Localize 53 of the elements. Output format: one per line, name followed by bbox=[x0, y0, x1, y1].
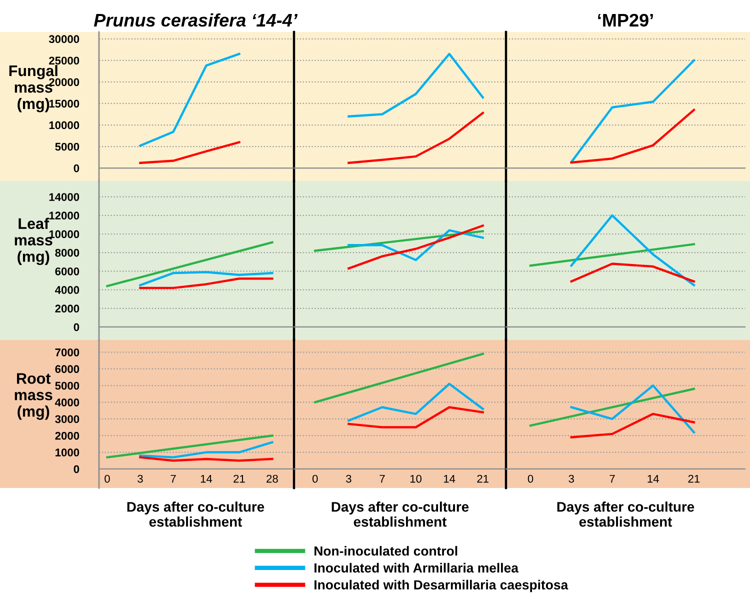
y-tick-label: 4000 bbox=[55, 398, 80, 406]
y-tick-label: 1000 bbox=[56, 448, 80, 456]
y-tick-label: 6000 bbox=[55, 267, 80, 276]
y-tick-label: 4000 bbox=[55, 286, 80, 294]
y-tick-label: 7000 bbox=[55, 348, 80, 356]
x-tick-label: 14 bbox=[444, 474, 456, 483]
line-series bbox=[139, 271, 274, 286]
legend-label: Inoculated with Armillaria mellea bbox=[314, 562, 519, 573]
x-tick-label: 7 bbox=[610, 474, 615, 483]
x-tick-label: 28 bbox=[266, 474, 278, 483]
x-tick-label: 7 bbox=[170, 474, 176, 483]
x-tick-label: 3 bbox=[346, 474, 352, 483]
y-tick-label: 5000 bbox=[55, 142, 80, 151]
x-tick-label: 0 bbox=[528, 474, 534, 483]
y-tick-label: 3000 bbox=[55, 415, 80, 424]
y-tick-label: 14000 bbox=[49, 193, 80, 201]
line-series bbox=[139, 141, 240, 164]
y-tick-label: 5000 bbox=[55, 382, 80, 390]
x-tick-label: 0 bbox=[104, 474, 110, 483]
x-tick-label: 7 bbox=[380, 474, 385, 483]
y-tick-label: 15000 bbox=[49, 100, 80, 108]
y-tick-label: 2000 bbox=[55, 432, 80, 440]
line-series bbox=[139, 52, 240, 147]
x-tick-label: 3 bbox=[138, 474, 143, 483]
y-tick-label: 10000 bbox=[49, 230, 80, 238]
y-tick-label: 20000 bbox=[49, 78, 80, 86]
x-tick-label: 0 bbox=[312, 474, 318, 483]
chart-title: ‘MP29’ bbox=[598, 14, 653, 27]
x-tick-label: 21 bbox=[234, 474, 245, 483]
x-tick-label: 10 bbox=[410, 474, 422, 483]
x-axis-title: Days after co-culture establishment bbox=[557, 502, 694, 527]
legend-label: Inoculated with Desarmillaria caespitosa bbox=[314, 580, 568, 592]
y-tick-label: 30000 bbox=[48, 35, 80, 44]
x-tick-label: 21 bbox=[477, 474, 488, 483]
y-axis-title: Root mass (mg) bbox=[14, 373, 52, 420]
y-tick-label: 6000 bbox=[55, 365, 80, 373]
x-tick-label: 14 bbox=[200, 474, 212, 483]
y-tick-label: 25000 bbox=[49, 56, 80, 65]
x-tick-label: 3 bbox=[568, 474, 574, 483]
x-tick-label: 14 bbox=[648, 474, 659, 483]
y-tick-label: 0 bbox=[74, 323, 80, 332]
y-tick-label: 0 bbox=[74, 164, 80, 172]
y-tick-label: 8000 bbox=[55, 248, 80, 257]
x-axis-title: Days after co-culture establishment bbox=[332, 502, 469, 527]
y-tick-label: 12000 bbox=[49, 212, 80, 220]
chart-title: Prunus cerasifera ‘14-4’ bbox=[94, 13, 298, 27]
y-tick-label: 2000 bbox=[55, 304, 80, 313]
x-axis-title: Days after co-culture establishment bbox=[127, 502, 264, 527]
legend-label: Non-inoculated control bbox=[314, 546, 458, 556]
y-tick-label: 10000 bbox=[49, 121, 80, 130]
x-tick-label: 21 bbox=[688, 474, 700, 483]
line-series bbox=[139, 441, 274, 458]
y-tick-label: 0 bbox=[74, 465, 80, 474]
